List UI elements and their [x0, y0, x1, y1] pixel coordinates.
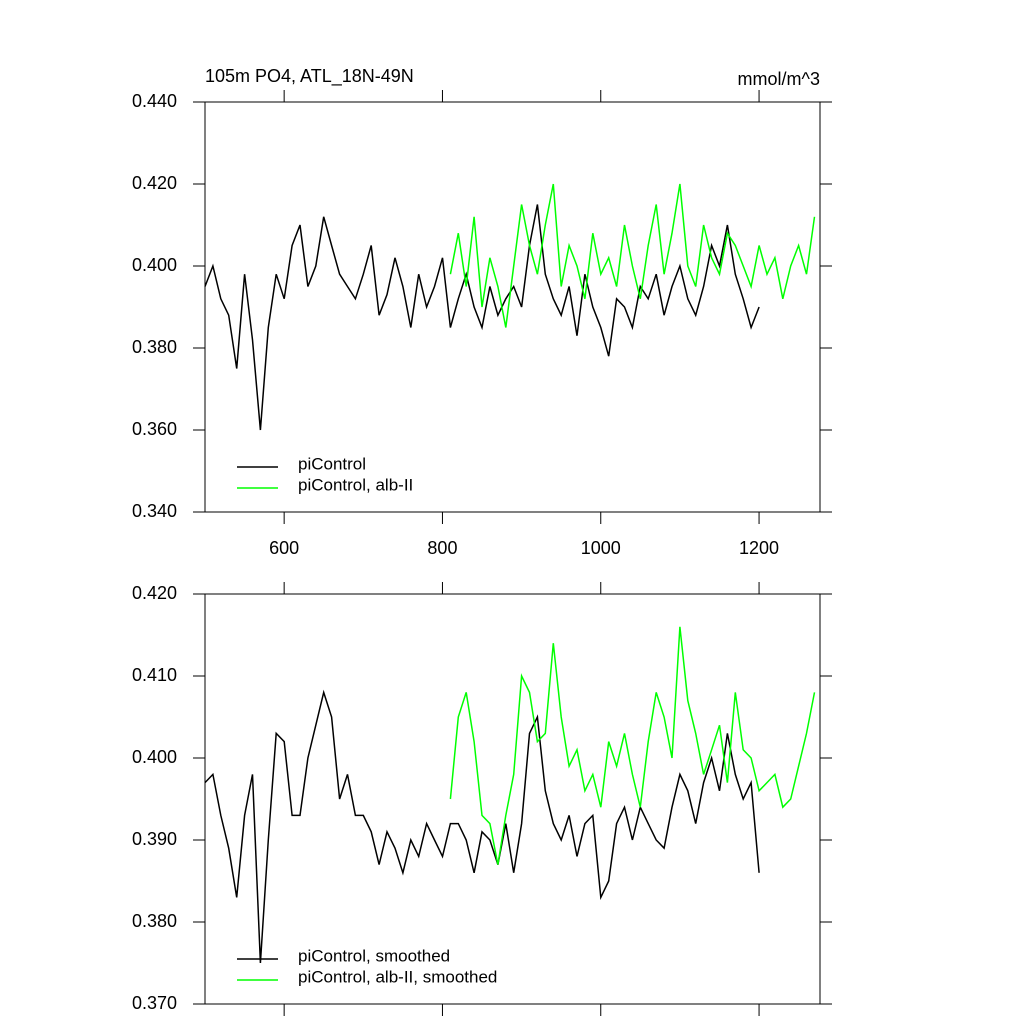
- y-tick-label: 0.400: [132, 255, 177, 275]
- x-tick-label: 600: [269, 538, 299, 558]
- series-line: [204, 689, 760, 964]
- y-tick-label: 0.360: [132, 419, 177, 439]
- y-tick-label: 0.370: [132, 993, 177, 1013]
- x-tick-label: 1000: [581, 538, 621, 558]
- plot-frame: [204, 593, 821, 1005]
- chart-title: 105m PO4, ATL_18N-49N: [205, 66, 414, 87]
- series-line: [449, 183, 816, 328]
- series-line: [449, 626, 816, 865]
- y-tick-label: 0.420: [132, 173, 177, 193]
- y-tick-label: 0.410: [132, 665, 177, 685]
- y-tick-label: 0.390: [132, 829, 177, 849]
- y-tick-label: 0.380: [132, 337, 177, 357]
- plot-frame: [204, 101, 821, 513]
- x-tick-label: 800: [427, 538, 457, 558]
- legend-label: piControl, smoothed: [298, 946, 450, 965]
- units-label: mmol/m^3: [738, 69, 820, 89]
- series-line: [204, 204, 760, 431]
- legend-label: piControl, alb-II: [298, 475, 413, 494]
- y-tick-label: 0.340: [132, 501, 177, 521]
- y-tick-label: 0.420: [132, 583, 177, 603]
- x-tick-label: 1200: [739, 538, 779, 558]
- legend-label: piControl: [298, 454, 366, 473]
- y-tick-label: 0.380: [132, 911, 177, 931]
- y-tick-label: 0.440: [132, 91, 177, 111]
- y-tick-label: 0.400: [132, 747, 177, 767]
- legend-label: piControl, alb-II, smoothed: [298, 967, 497, 986]
